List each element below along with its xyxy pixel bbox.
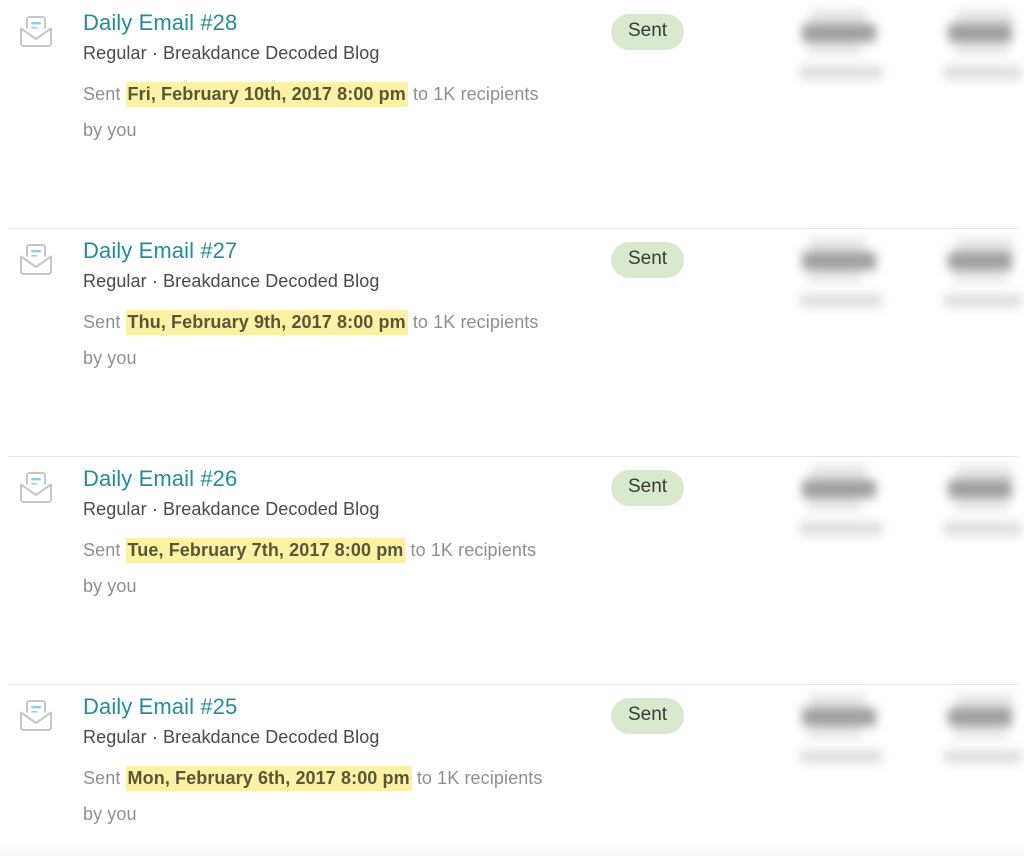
campaign-send-meta: Sent Fri, February 10th, 2017 8:00 pm to… — [83, 76, 543, 148]
status-badge: Sent — [611, 242, 685, 278]
stat-value-placeholder — [802, 238, 876, 283]
meta-prefix: Sent — [83, 312, 126, 332]
campaign-type-and-list: Regular · Breakdance Decoded Blog — [83, 499, 380, 519]
meta-prefix: Sent — [83, 768, 126, 788]
stat-click-rate-blurred — [938, 236, 1024, 316]
campaign-details: Daily Email #27 Regular · Breakdance Dec… — [83, 236, 553, 376]
stat-click-rate-blurred — [938, 464, 1024, 544]
stat-click-rate-blurred — [938, 8, 1024, 88]
send-date-highlight: Tue, February 7th, 2017 8:00 pm — [125, 538, 406, 563]
campaign-row[interactable]: Daily Email #27 Regular · Breakdance Dec… — [0, 228, 1024, 456]
campaign-title-link[interactable]: Daily Email #25 — [83, 694, 238, 719]
campaign-row[interactable]: Daily Email #28 Regular · Breakdance Dec… — [0, 0, 1024, 228]
open-envelope-document-icon — [16, 468, 56, 508]
campaign-stats-thumbnails — [790, 8, 1022, 92]
stat-click-rate-blurred — [938, 692, 1024, 772]
campaign-send-meta: Sent Tue, February 7th, 2017 8:00 pm to … — [83, 532, 543, 604]
meta-suffix: to 1K recipients by you — [83, 312, 539, 368]
campaign-row[interactable]: Daily Email #25 Regular · Breakdance Dec… — [0, 684, 1024, 856]
open-envelope-document-icon — [16, 696, 56, 736]
stat-label-placeholder — [800, 750, 882, 763]
open-envelope-document-icon — [16, 240, 56, 280]
stat-label-placeholder — [944, 294, 1022, 307]
campaign-type-and-list: Regular · Breakdance Decoded Blog — [83, 43, 380, 63]
stat-label-placeholder — [800, 66, 882, 79]
stat-label-placeholder — [944, 522, 1022, 535]
meta-suffix: to 1K recipients by you — [83, 540, 537, 596]
stat-value-placeholder — [948, 10, 1012, 55]
campaign-details: Daily Email #26 Regular · Breakdance Dec… — [83, 464, 553, 604]
status-badge-wrapper: Sent — [611, 14, 685, 50]
stat-label-placeholder — [800, 294, 882, 307]
stat-label-placeholder — [944, 750, 1022, 763]
campaign-row[interactable]: Daily Email #26 Regular · Breakdance Dec… — [0, 456, 1024, 684]
status-badge-wrapper: Sent — [611, 470, 685, 506]
stat-value-placeholder — [802, 694, 876, 739]
campaign-type-and-list: Regular · Breakdance Decoded Blog — [83, 727, 380, 747]
meta-suffix: to 1K recipients by you — [83, 84, 539, 140]
campaign-stats-thumbnails — [790, 692, 1022, 776]
status-badge: Sent — [611, 14, 685, 50]
send-date-highlight: Fri, February 10th, 2017 8:00 pm — [125, 82, 408, 107]
stat-value-placeholder — [948, 694, 1012, 739]
status-badge-wrapper: Sent — [611, 698, 685, 734]
campaign-details: Daily Email #28 Regular · Breakdance Dec… — [83, 8, 553, 148]
stat-open-rate-blurred — [798, 464, 894, 544]
campaign-send-meta: Sent Thu, February 9th, 2017 8:00 pm to … — [83, 304, 543, 376]
send-date-highlight: Thu, February 9th, 2017 8:00 pm — [125, 310, 408, 335]
stat-value-placeholder — [948, 238, 1012, 283]
status-badge: Sent — [611, 470, 685, 506]
campaign-details: Daily Email #25 Regular · Breakdance Dec… — [83, 692, 553, 832]
status-badge-wrapper: Sent — [611, 242, 685, 278]
campaign-stats-thumbnails — [790, 464, 1022, 548]
meta-suffix: to 1K recipients by you — [83, 768, 543, 824]
meta-prefix: Sent — [83, 84, 126, 104]
campaign-title-link[interactable]: Daily Email #26 — [83, 466, 238, 491]
status-badge: Sent — [611, 698, 685, 734]
campaign-type-and-list: Regular · Breakdance Decoded Blog — [83, 271, 380, 291]
stat-open-rate-blurred — [798, 692, 894, 772]
meta-prefix: Sent — [83, 540, 126, 560]
stat-value-placeholder — [802, 466, 876, 511]
stat-value-placeholder — [948, 466, 1012, 511]
stat-label-placeholder — [800, 522, 882, 535]
stat-open-rate-blurred — [798, 8, 894, 88]
campaign-send-meta: Sent Mon, February 6th, 2017 8:00 pm to … — [83, 760, 543, 832]
stat-value-placeholder — [802, 10, 876, 55]
campaign-title-link[interactable]: Daily Email #27 — [83, 238, 238, 263]
stat-open-rate-blurred — [798, 236, 894, 316]
send-date-highlight: Mon, February 6th, 2017 8:00 pm — [125, 766, 412, 791]
campaign-stats-thumbnails — [790, 236, 1022, 320]
open-envelope-document-icon — [16, 12, 56, 52]
stat-label-placeholder — [944, 66, 1022, 79]
campaign-title-link[interactable]: Daily Email #28 — [83, 10, 238, 35]
